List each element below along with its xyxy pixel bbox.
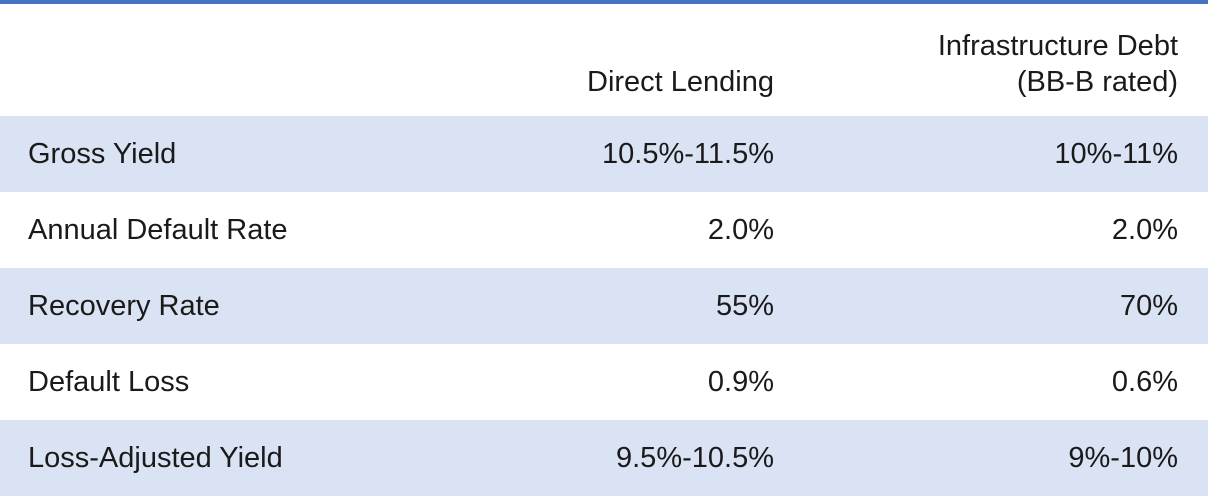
- table-row: Recovery Rate 55% 70%: [0, 268, 1208, 344]
- direct-lending-value: 10.5%-11.5%: [602, 138, 774, 170]
- row-label: Gross Yield: [28, 138, 177, 170]
- infrastructure-debt-value: 70%: [1119, 290, 1178, 322]
- infrastructure-debt-value: 0.6%: [1111, 366, 1178, 398]
- header-direct-lending: Direct Lending: [414, 64, 774, 100]
- header-direct-lending-label: Direct Lending: [587, 66, 774, 98]
- row-label: Annual Default Rate: [28, 214, 288, 246]
- table-header-row: Direct Lending Infrastructure Debt (BB-B…: [0, 4, 1208, 116]
- direct-lending-value: 9.5%-10.5%: [616, 442, 774, 474]
- infrastructure-debt-value: 2.0%: [1111, 214, 1178, 246]
- table-row: Default Loss 0.9% 0.6%: [0, 344, 1208, 420]
- row-label: Recovery Rate: [28, 290, 220, 322]
- table-top-rule: [0, 0, 1208, 4]
- header-infrastructure-debt: Infrastructure Debt (BB-B rated): [798, 28, 1178, 100]
- row-label: Default Loss: [28, 366, 190, 398]
- table-row: Loss-Adjusted Yield 9.5%-10.5% 9%-10%: [0, 420, 1208, 496]
- infrastructure-debt-value: 10%-11%: [1054, 138, 1178, 170]
- infrastructure-debt-value: 9%-10%: [1068, 442, 1178, 474]
- direct-lending-value: 55%: [715, 290, 774, 322]
- direct-lending-value: 0.9%: [707, 366, 774, 398]
- row-label: Loss-Adjusted Yield: [28, 442, 283, 474]
- table-row: Annual Default Rate 2.0% 2.0%: [0, 192, 1208, 268]
- header-infrastructure-debt-line2: (BB-B rated): [1016, 66, 1178, 98]
- direct-lending-value: 2.0%: [707, 214, 774, 246]
- header-infrastructure-debt-line1: Infrastructure Debt: [937, 30, 1178, 62]
- table-row: Gross Yield 10.5%-11.5% 10%-11%: [0, 116, 1208, 192]
